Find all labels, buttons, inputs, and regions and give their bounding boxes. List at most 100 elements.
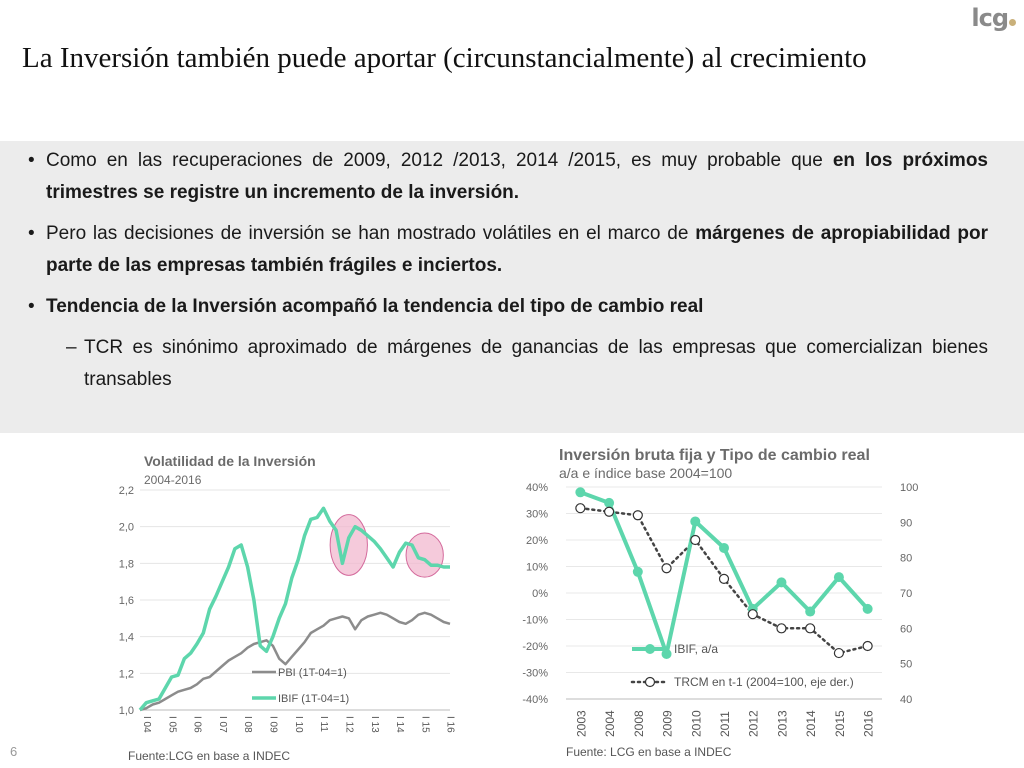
x-tick-label: 2014 — [804, 710, 818, 737]
bullet-mark: • — [28, 223, 35, 244]
trcm-point — [632, 510, 643, 521]
ibif-point — [862, 603, 873, 614]
trcm-point — [661, 563, 672, 574]
y-left-tick-label: -30% — [522, 668, 548, 680]
y-right-tick-label: 40 — [900, 694, 912, 706]
y-right-tick-label: 90 — [900, 517, 912, 529]
x-tick-label: I 15 — [419, 716, 430, 733]
trcm-point — [603, 506, 615, 517]
x-tick-label: 2013 — [775, 710, 789, 737]
page-number: 6 — [10, 744, 18, 759]
ibif-point — [661, 648, 672, 659]
x-tick-label: I 04 — [141, 716, 152, 733]
y-right-tick-label: 50 — [900, 659, 912, 671]
bullet-bold-text: márgenes de apropiabilidad por parte de … — [46, 223, 988, 276]
y-tick-label: 1,2 — [119, 668, 134, 680]
y-right-tick-label: 100 — [900, 482, 918, 494]
chart-left-source: Fuente:LCG en base a INDEC — [128, 749, 290, 763]
logo-text: lcg — [971, 4, 1009, 32]
x-tick-label: I 07 — [217, 716, 228, 733]
x-tick-label: I 10 — [293, 716, 304, 733]
y-right-tick-label: 60 — [900, 623, 912, 635]
lcg-logo: lcg — [971, 4, 1016, 32]
x-tick-label: 2010 — [689, 710, 703, 737]
legend-label-trcm: TRCM en t-1 (2004=100, eje der.) — [674, 675, 854, 689]
x-tick-label: 2009 — [661, 710, 675, 737]
y-left-tick-label: -20% — [522, 641, 548, 653]
ibif-point — [776, 577, 787, 588]
x-tick-label: 2016 — [862, 710, 876, 737]
y-left-tick-label: 0% — [532, 588, 548, 600]
y-right-tick-label: 80 — [900, 553, 912, 565]
y-right-tick-label: 70 — [900, 588, 912, 600]
chart-left-title: Volatilidad de la Inversión — [144, 453, 316, 469]
x-tick-label: 2012 — [747, 710, 761, 737]
sub-bullet-tcr: – TCR es sinónimo aproximado de márgenes… — [66, 332, 988, 396]
trcm-point — [718, 573, 730, 584]
series-line-ibif — [579, 490, 870, 656]
y-tick-label: 1,0 — [119, 705, 134, 717]
trcm-point — [833, 647, 845, 659]
chart-right-title: Inversión bruta fija y Tipo de cambio re… — [559, 447, 870, 464]
trcm-point — [805, 623, 816, 634]
ibif-point — [690, 516, 701, 527]
legend-label: IBIF (1T-04=1) — [278, 693, 349, 705]
text-box — [0, 141, 1024, 433]
legend-label: PBI (1T-04=1) — [278, 667, 347, 679]
trcm-point — [747, 609, 758, 620]
legend-marker-trcm — [644, 676, 656, 688]
slide-title: La Inversión también puede aportar (circ… — [22, 42, 867, 74]
ibif-point — [719, 542, 729, 553]
bullet-bold-text: en los próximos trimestres se registre u… — [46, 150, 988, 203]
x-tick-label: I 12 — [343, 716, 354, 733]
highlight-ellipse — [405, 532, 444, 578]
y-tick-label: 1,8 — [119, 558, 134, 570]
chart-right-subtitle: a/a e índice base 2004=100 — [559, 465, 732, 481]
x-tick-label: 2011 — [718, 711, 732, 737]
bullet-mark: • — [28, 150, 35, 171]
bullet-text: Pero las decisiones de inversión se han … — [46, 223, 696, 244]
y-left-tick-label: -10% — [522, 615, 548, 627]
y-tick-label: 1,4 — [119, 632, 134, 644]
trcm-point — [575, 503, 586, 514]
dash-mark: – — [66, 337, 77, 358]
y-tick-label: 2,0 — [119, 522, 134, 534]
bullet-bold-text: Tendencia de la Inversión acompañó la te… — [46, 296, 704, 317]
series-line-pbi — [139, 611, 451, 712]
ibif-point — [632, 566, 643, 577]
x-tick-label: 2003 — [574, 710, 588, 737]
ibif-point — [805, 606, 816, 617]
y-tick-label: 2,2 — [119, 485, 134, 497]
trcm-point — [862, 640, 873, 652]
y-tick-label: 1,6 — [119, 595, 134, 607]
bullet-recuperaciones: • Como en las recuperaciones de 2009, 20… — [28, 145, 988, 209]
trcm-point — [690, 534, 701, 546]
ibif-point — [575, 487, 586, 498]
chart-volatilidad: Volatilidad de la Inversión 2004-2016 1,… — [119, 453, 456, 763]
ibif-point — [833, 572, 844, 583]
x-tick-label: I 11 — [318, 716, 329, 732]
legend-label-ibif: IBIF, a/a — [674, 642, 718, 656]
chart-right-source: Fuente: LCG en base a INDEC — [566, 745, 732, 759]
bullet-tendencia: • Tendencia de la Inversión acompañó la … — [28, 291, 988, 323]
logo-dot — [1009, 19, 1016, 26]
x-tick-label: I 16 — [445, 716, 456, 733]
chart-left-subtitle: 2004-2016 — [144, 473, 202, 487]
y-left-tick-label: -40% — [522, 694, 548, 706]
y-left-tick-label: 20% — [526, 535, 548, 547]
y-left-tick-label: 30% — [526, 509, 548, 521]
x-tick-label: 2004 — [603, 710, 617, 737]
x-tick-label: I 06 — [192, 716, 203, 733]
x-tick-label: I 14 — [394, 716, 405, 733]
y-left-tick-label: 10% — [526, 562, 548, 574]
x-tick-label: I 08 — [242, 716, 253, 733]
legend-marker-ibif — [645, 644, 655, 654]
sub-bullet-text: TCR es sinónimo aproximado de márgenes d… — [84, 337, 988, 390]
ibif-point — [604, 497, 615, 508]
bullet-decisiones: • Pero las decisiones de inversión se ha… — [28, 218, 988, 282]
x-tick-label: 2015 — [833, 710, 847, 737]
trcm-point — [776, 623, 787, 634]
series-line-ibif — [138, 506, 450, 712]
bullet-mark: • — [28, 296, 35, 317]
bullet-text: Como en las recuperaciones de 2009, 2012… — [46, 150, 833, 171]
